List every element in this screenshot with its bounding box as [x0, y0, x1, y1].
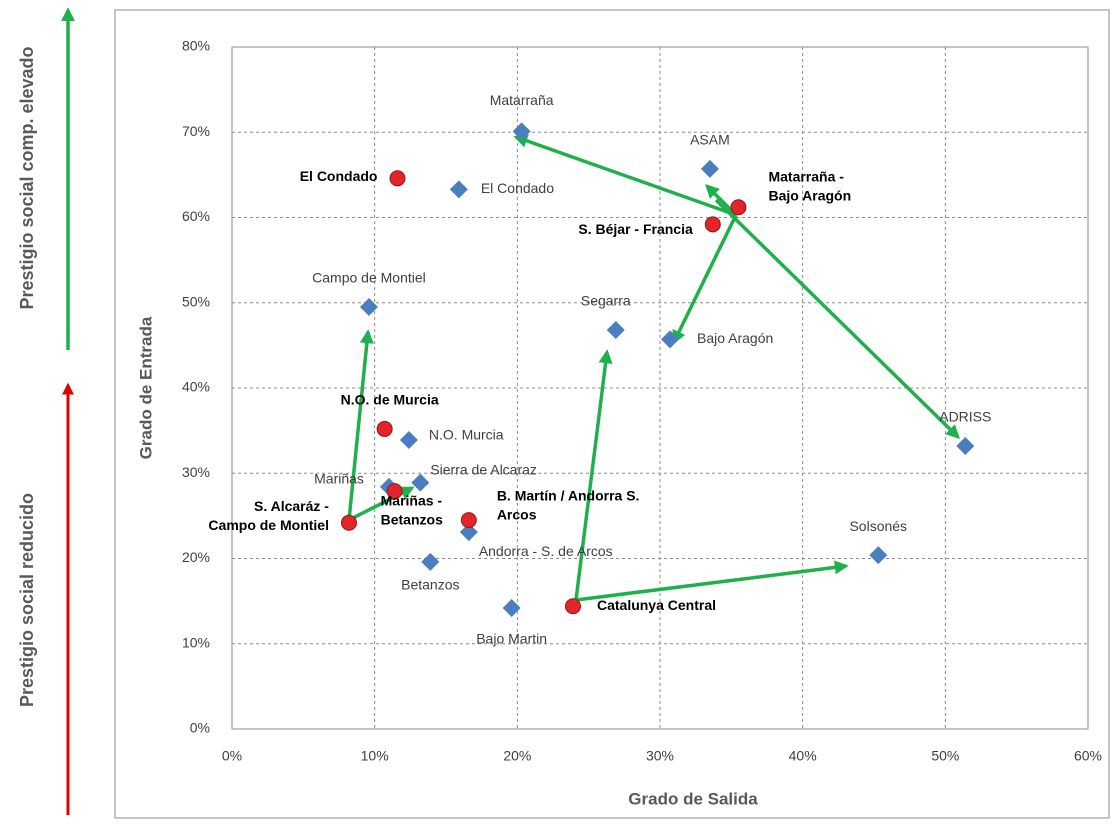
y-tick-label: 60%: [182, 208, 210, 224]
x-tick-label: 30%: [646, 748, 674, 764]
y-tick-label: 50%: [182, 293, 210, 309]
point: [564, 598, 581, 615]
y-tick-label: 20%: [182, 549, 210, 565]
y-tick-label: 70%: [182, 123, 210, 139]
x-tick-label: 60%: [1074, 748, 1102, 764]
point: [956, 436, 975, 455]
arrow: [513, 134, 737, 217]
point: [386, 483, 403, 500]
y-tick-label: 40%: [182, 379, 210, 395]
point-label: ASAM: [690, 132, 730, 148]
point: [449, 180, 468, 199]
x-tick-label: 40%: [789, 748, 817, 764]
point: [660, 330, 679, 349]
point-label: Sierra de Alcaraz: [430, 461, 537, 477]
x-axis-title: Grado de Salida: [628, 789, 758, 808]
point: [512, 122, 531, 141]
point-label: Matarraña -: [768, 168, 844, 184]
point: [730, 199, 747, 216]
point: [606, 321, 625, 340]
point: [359, 298, 378, 317]
arrow: [672, 214, 738, 345]
x-tick-label: 20%: [503, 748, 531, 764]
point: [399, 431, 418, 450]
point-label: Bajo Aragón: [768, 187, 851, 203]
point: [704, 216, 721, 233]
arrow: [347, 329, 374, 521]
point: [502, 598, 521, 617]
point: [376, 420, 393, 437]
point-label: Bajo Martin: [476, 631, 547, 647]
point-label: Segarra: [581, 293, 631, 309]
y-tick-label: 30%: [182, 464, 210, 480]
point-label: S. Alcaráz -: [254, 498, 329, 514]
point-label: Mariñas: [314, 471, 364, 487]
point-label: Andorra - S. de Arcos: [479, 543, 613, 559]
point-label: N.O. Murcia: [429, 427, 504, 443]
y-axis-title: Grado de Entrada: [136, 316, 155, 459]
chart-border: [114, 9, 1110, 819]
y-tick-label: 10%: [182, 634, 210, 650]
arrow: [714, 198, 961, 439]
point-label: B. Martín / Andorra S.: [497, 487, 640, 503]
point-label: Betanzos: [401, 577, 459, 593]
point-label: Campo de Montiel: [208, 517, 329, 533]
x-tick-label: 10%: [361, 748, 389, 764]
point: [700, 159, 719, 178]
point-label: Mariñas -: [381, 492, 443, 508]
y-tick-label: 0%: [190, 720, 210, 736]
x-tick-label: 0%: [222, 748, 242, 764]
point-label: Campo de Montiel: [312, 270, 426, 286]
point-label: Catalunya Central: [597, 597, 716, 613]
point: [411, 473, 430, 492]
point-label: Solsonés: [849, 518, 907, 534]
point: [869, 546, 888, 565]
point-label: Betanzos: [381, 511, 443, 527]
side-label-high: Prestigio social comp. elevado: [17, 46, 37, 309]
grid: [231, 46, 1089, 730]
point: [389, 170, 406, 187]
point: [421, 552, 440, 571]
y-tick-label: 80%: [182, 38, 210, 54]
x-tick-label: 50%: [931, 748, 959, 764]
arrow: [575, 560, 849, 602]
point-label: Arcos: [497, 506, 537, 522]
point: [340, 514, 357, 531]
point-label: S. Béjar - Francia: [578, 221, 693, 237]
point-label: ADRISS: [939, 409, 991, 425]
point-label: El Condado: [300, 168, 378, 184]
point-label: Bajo Aragón: [697, 330, 773, 346]
side-label-low: Prestigio social reducido: [17, 493, 37, 707]
point: [460, 512, 477, 529]
point-label: N.O. de Murcia: [341, 392, 439, 408]
point-label: El Condado: [481, 180, 554, 196]
point: [459, 523, 478, 542]
arrow: [574, 349, 613, 601]
point-label: Matarraña: [490, 92, 554, 108]
arrows: [347, 134, 961, 602]
